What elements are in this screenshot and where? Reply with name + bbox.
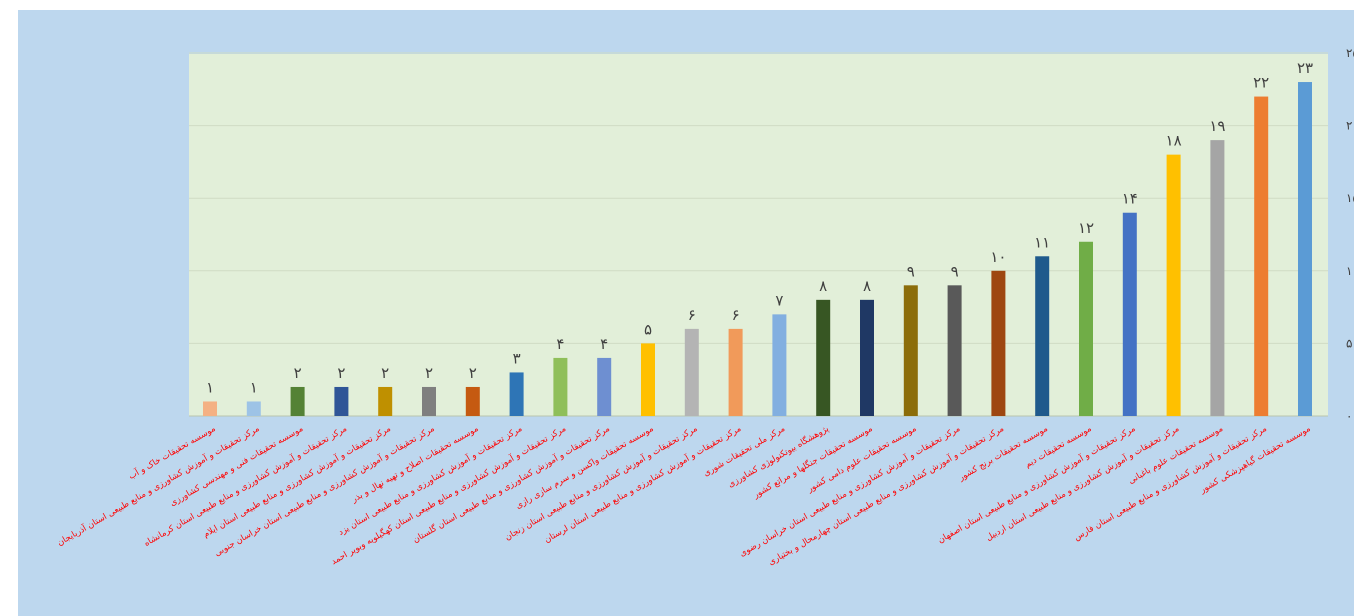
bar-value-label: ۱۲	[1078, 219, 1094, 237]
bar-value-label: ۶	[732, 306, 740, 324]
bar	[422, 386, 436, 416]
bar	[334, 386, 349, 416]
plot-area	[189, 54, 1328, 416]
bar	[728, 328, 743, 416]
bar-value-label: ۴	[600, 335, 608, 353]
bar	[1122, 212, 1137, 416]
bar-value-label: ۴	[556, 335, 564, 353]
bar-value-label: ۱۴	[1122, 190, 1138, 208]
bar-value-label: ۳	[513, 349, 521, 367]
bar-value-label: ۲۳	[1297, 59, 1313, 77]
bar	[1035, 256, 1050, 416]
y-tick-labels: ۰ ۵ ۱۰ ۱۵ ۲۰ ۲۵	[1346, 46, 1354, 423]
y-tick-label: ۱۵	[1346, 191, 1354, 205]
bar	[684, 328, 699, 416]
bar-value-label: ۲	[294, 364, 302, 382]
bar-value-label: ۹	[951, 262, 959, 280]
y-tick-label: ۱۰	[1346, 264, 1354, 278]
bar-value-label: ۲	[425, 364, 433, 382]
bar-value-label: ۱۸	[1166, 132, 1182, 150]
bar-value-label: ۷	[775, 291, 783, 309]
bar	[378, 386, 393, 416]
bar	[290, 386, 305, 416]
bar-value-label: ۲	[381, 364, 389, 382]
bar-value-label: ۵	[644, 320, 652, 338]
bar-value-label: ۱	[206, 378, 214, 396]
y-tick-label: ۲۵	[1346, 46, 1354, 60]
bar-value-label: ۲	[337, 364, 345, 382]
y-tick-label: ۲۰	[1346, 119, 1354, 133]
bar	[816, 299, 831, 416]
bar	[1166, 154, 1181, 416]
bar-value-label: ۶	[688, 306, 696, 324]
bar-value-label: ۲	[469, 364, 477, 382]
bar	[509, 372, 524, 416]
bar	[246, 401, 261, 416]
bar	[553, 357, 568, 416]
bar-value-label: ۱۹	[1209, 117, 1225, 135]
y-tick-label: ۰	[1346, 409, 1352, 423]
bar	[641, 343, 655, 416]
bar	[991, 270, 1006, 416]
bar-value-label: ۹	[907, 262, 915, 280]
bar-value-label: ۱	[250, 378, 258, 396]
bar	[1079, 241, 1093, 416]
bar	[597, 357, 612, 416]
bar-value-label: ۱۱	[1034, 233, 1050, 251]
bar	[772, 314, 787, 416]
bar	[1210, 140, 1225, 416]
bar-value-label: ۸	[863, 277, 871, 295]
bar	[1298, 82, 1312, 416]
bar	[203, 401, 217, 416]
bar	[947, 285, 962, 416]
bar-value-label: ۲۲	[1253, 74, 1269, 92]
bar	[465, 386, 480, 416]
y-tick-label: ۵	[1346, 336, 1352, 350]
bar	[1254, 96, 1269, 416]
bars	[203, 82, 1312, 416]
bar-value-label: ۱۰	[990, 248, 1006, 266]
bar	[860, 299, 874, 416]
bar-value-label: ۸	[819, 277, 827, 295]
bar	[903, 285, 918, 416]
